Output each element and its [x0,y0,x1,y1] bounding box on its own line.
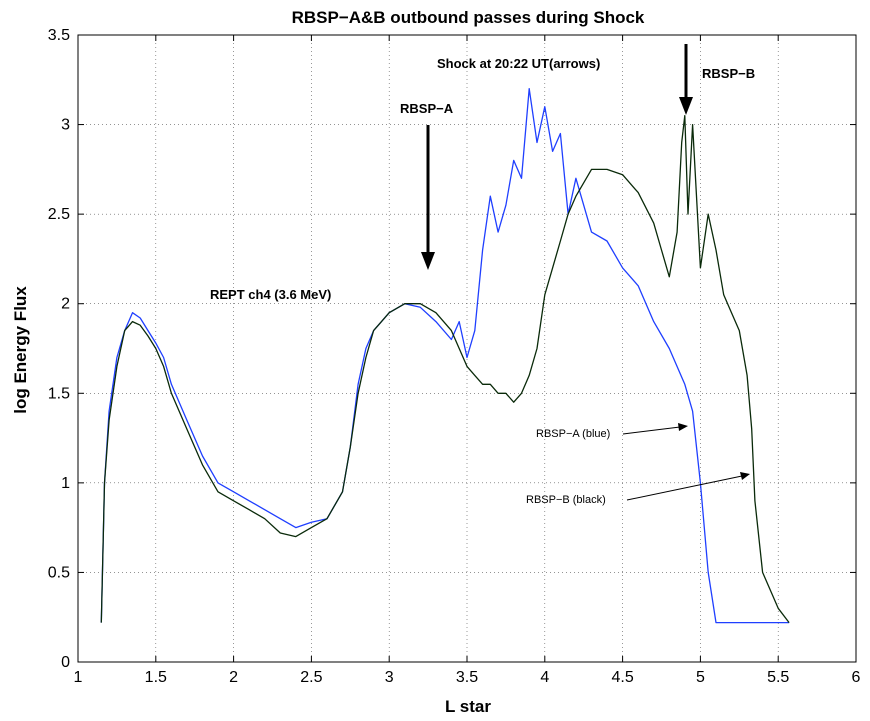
x-tick-label: 1 [74,669,83,686]
y-tick-label: 3.5 [48,27,70,44]
x-tick-label: 4 [540,669,549,686]
x-tick-label: 4.5 [611,669,633,686]
y-tick-label: 1 [61,475,70,492]
rbsp-b-arrow-label: RBSP−B [702,66,755,81]
y-tick-label: 0.5 [48,564,70,581]
y-tick-label: 2.5 [48,206,70,223]
chart-title: RBSP−A&B outbound passes during Shock [292,8,645,27]
shock-annotation: Shock at 20:22 UT(arrows) [437,56,600,71]
x-ticks: 1 1.5 2 2.5 3 3.5 4 4.5 5 5.5 6 [74,35,861,686]
x-tick-label: 5 [696,669,705,686]
y-ticks: 0 0.5 1 1.5 2 2.5 3 3.5 [48,27,856,671]
series-line-rbsp-b [100,114,790,623]
series-line-rbsp-a [100,88,790,624]
legend-rbsp-a: RBSP−A (blue) [536,428,610,440]
legend-a-pointer [622,423,688,435]
rbsp-a-arrow-label: RBSP−A [400,101,454,116]
x-axis-label: L star [445,697,491,716]
y-tick-label: 2 [61,296,70,313]
x-tick-label: 2.5 [300,669,322,686]
rbsp-b-down-arrow [679,44,693,115]
grid [78,35,856,662]
rept-annotation: REPT ch4 (3.6 MeV) [210,287,331,302]
x-tick-label: 2 [229,669,238,686]
legend-rbsp-b: RBSP−B (black) [526,494,606,506]
y-tick-label: 0 [61,654,70,671]
y-axis-label: log Energy Flux [11,286,30,414]
x-tick-label: 5.5 [767,669,789,686]
x-tick-label: 3 [385,669,394,686]
legend-b-pointer [626,472,750,501]
x-tick-label: 3.5 [456,669,478,686]
series-group [100,88,790,624]
x-tick-label: 6 [852,669,861,686]
y-tick-label: 3 [61,117,70,134]
x-tick-label: 1.5 [145,669,167,686]
rbsp-a-down-arrow [421,125,435,270]
y-tick-label: 1.5 [48,385,70,402]
